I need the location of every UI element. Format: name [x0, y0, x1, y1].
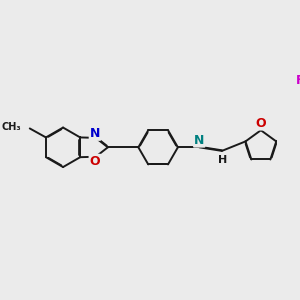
Text: H: H — [218, 155, 227, 165]
Text: O: O — [90, 155, 100, 168]
Text: N: N — [194, 134, 204, 147]
Text: F: F — [296, 74, 300, 87]
Text: O: O — [256, 117, 266, 130]
Text: CH₃: CH₃ — [1, 122, 21, 132]
Text: N: N — [90, 127, 100, 140]
